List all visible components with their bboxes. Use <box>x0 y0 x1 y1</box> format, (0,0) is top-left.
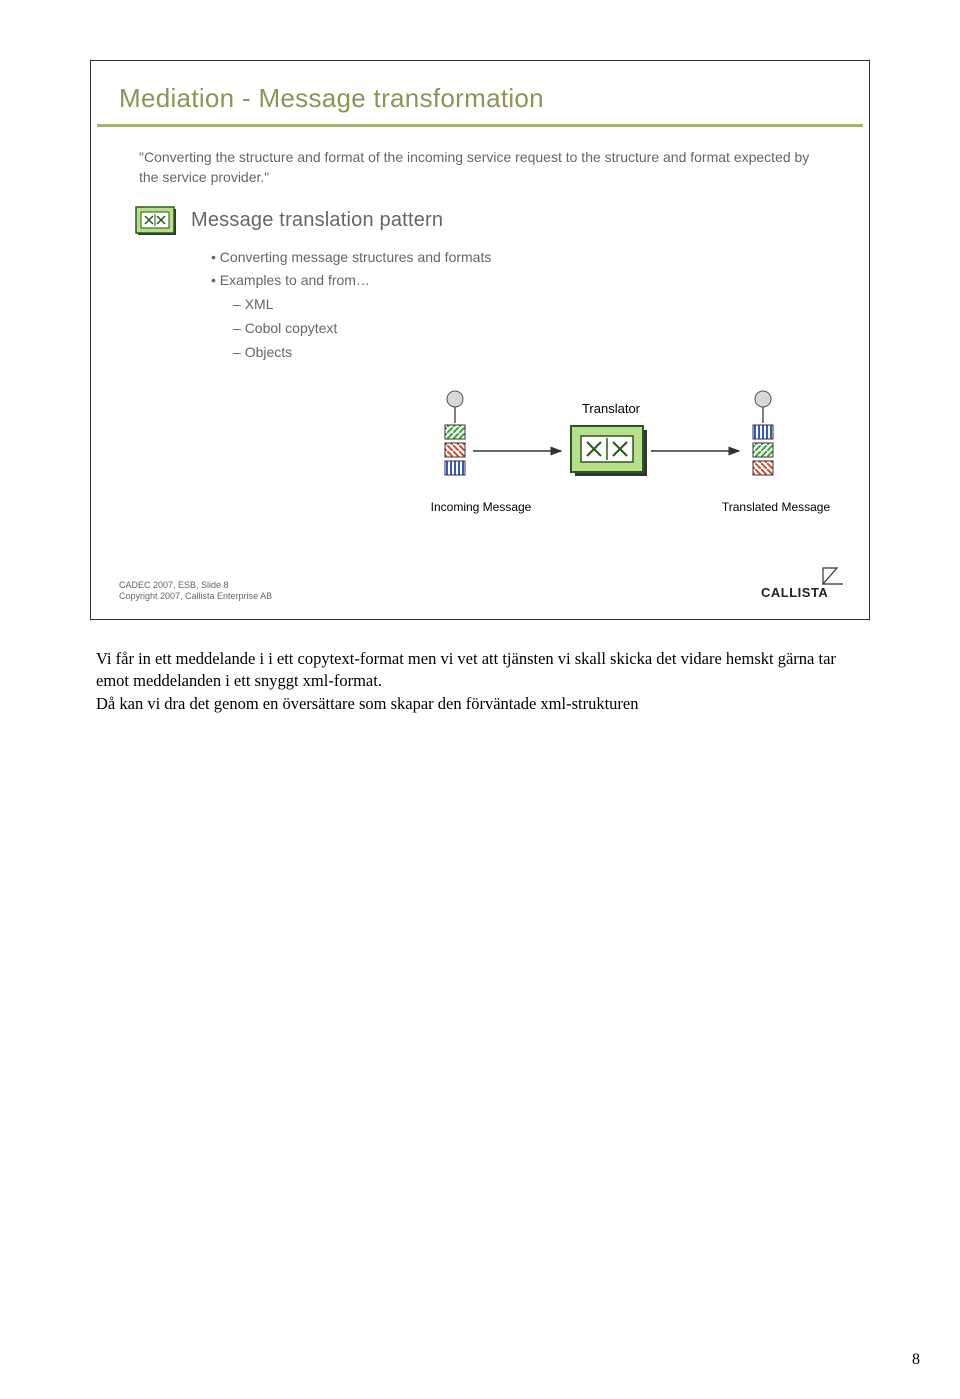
bullet-list: Converting message structures and format… <box>91 240 869 365</box>
slide-frame: Mediation - Message transformation "Conv… <box>90 60 870 620</box>
page-number: 8 <box>912 1351 920 1369</box>
speaker-notes: Vi får in ett meddelande i i ett copytex… <box>90 620 870 715</box>
slide-quote: "Converting the structure and format of … <box>91 127 869 188</box>
translator-diagram: Translator <box>421 371 851 531</box>
bullet-item: Converting message structures and format… <box>211 246 869 270</box>
translator-icon <box>135 206 177 236</box>
bullet-sub-item: Objects <box>211 341 869 365</box>
bullet-sub-item: XML <box>211 293 869 317</box>
bullet-item: Examples to and from… <box>211 269 869 293</box>
slide-title: Mediation - Message transformation <box>91 61 869 124</box>
slide-footer: CADEC 2007, ESB, Slide 8 Copyright 2007,… <box>119 580 272 603</box>
translator-label: Translator <box>582 401 641 416</box>
translated-message-label: Translated Message <box>722 500 831 514</box>
footer-line: CADEC 2007, ESB, Slide 8 <box>119 580 272 592</box>
notes-paragraph: Vi får in ett meddelande i i ett copytex… <box>96 649 836 690</box>
pattern-row: Message translation pattern <box>91 188 869 240</box>
pattern-label: Message translation pattern <box>191 209 443 232</box>
bullet-sub-item: Cobol copytext <box>211 317 869 341</box>
callista-logo: CALLISTA <box>759 566 849 605</box>
svg-text:CALLISTA: CALLISTA <box>761 585 828 600</box>
notes-paragraph: Då kan vi dra det genom en översättare s… <box>96 694 638 713</box>
footer-line: Copyright 2007, Callista Enterprise AB <box>119 591 272 603</box>
page: Mediation - Message transformation "Conv… <box>0 0 960 1399</box>
incoming-message-label: Incoming Message <box>431 500 532 514</box>
